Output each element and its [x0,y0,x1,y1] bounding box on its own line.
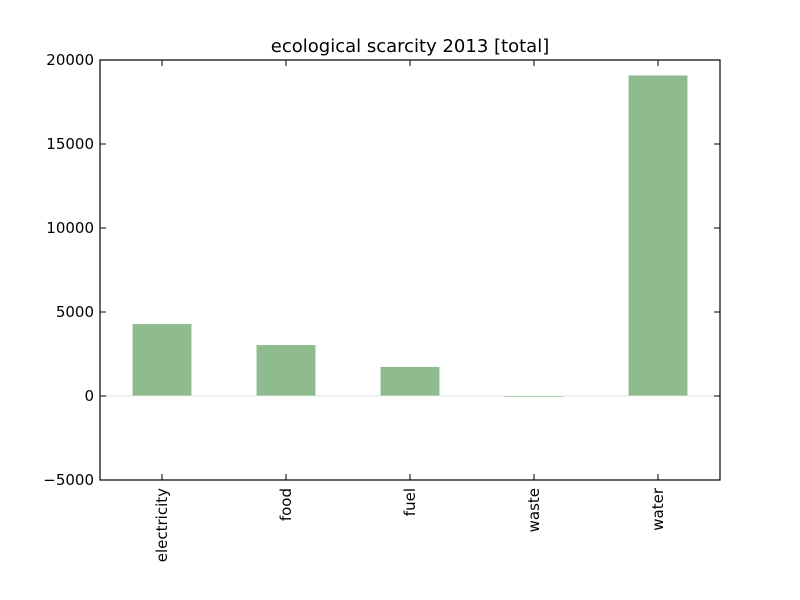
y-tick-label: 0 [84,387,94,405]
bar-fuel [379,366,441,397]
chart-title: ecological scarcity 2013 [total] [271,36,549,57]
bar-water [627,74,689,397]
y-tick-label: 10000 [46,219,94,237]
bar-electricity [131,323,193,397]
y-tick-label: 15000 [46,135,94,153]
axes-frame [99,59,721,481]
x-tick-label: water [649,487,667,531]
bar-food [255,344,317,397]
x-tick-label: waste [525,488,543,532]
y-tick-label: 20000 [46,51,94,69]
x-tick-label: food [277,488,295,521]
x-tick-label: electricity [153,488,171,562]
y-tick-label: 5000 [56,303,94,321]
bar-waste [503,395,565,398]
x-tick-label: fuel [401,488,419,516]
y-tick-label: −5000 [43,471,94,489]
plot-area: −5000 0 5000 10000 15000 20000 electricity food… [43,51,720,562]
